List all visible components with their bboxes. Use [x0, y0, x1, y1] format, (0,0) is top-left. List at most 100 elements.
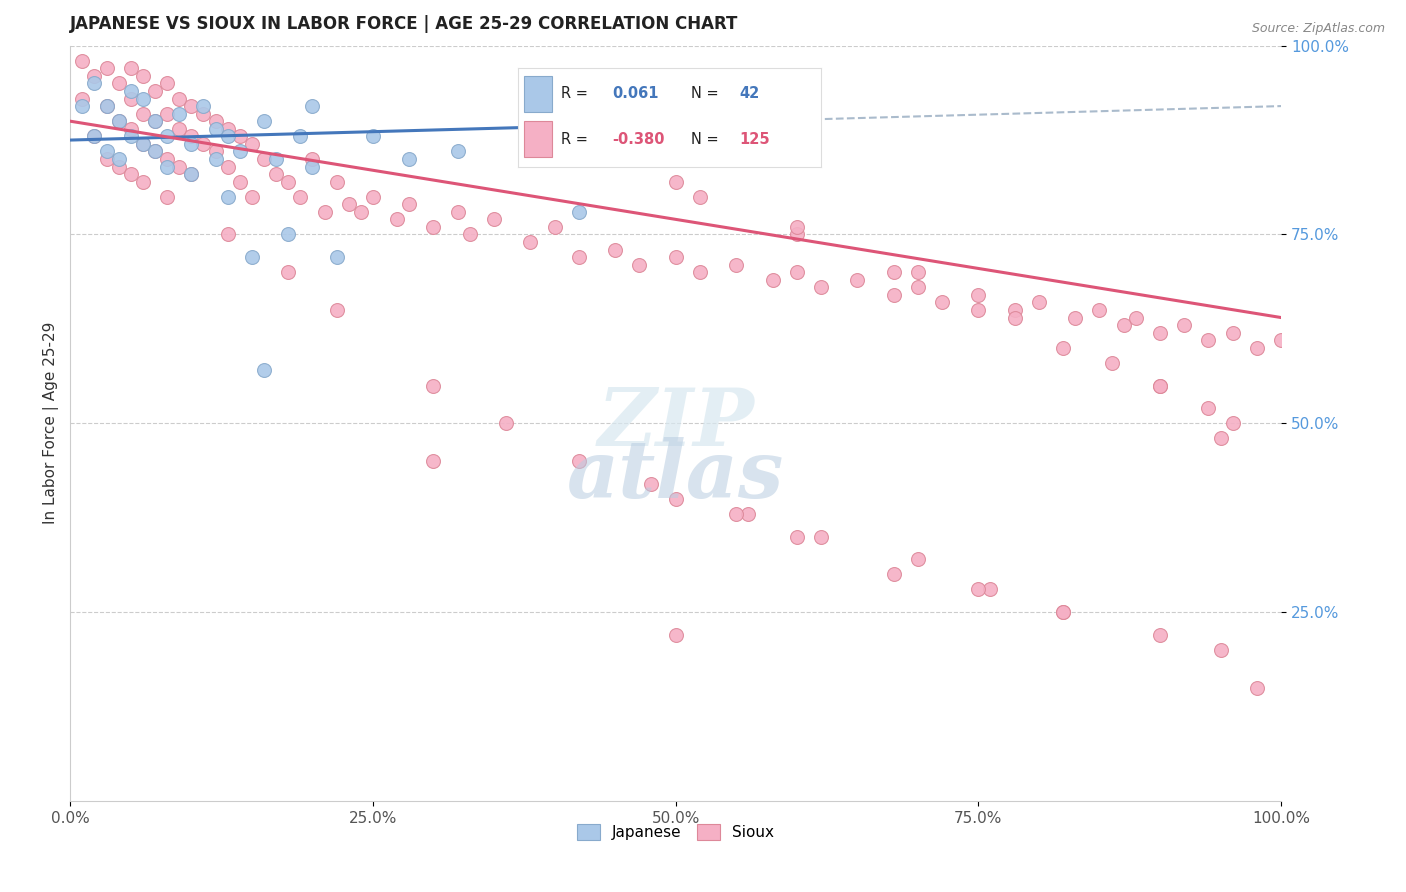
Point — [264, 167, 287, 181]
Point — [603, 152, 626, 166]
Point — [640, 129, 662, 144]
Point — [229, 145, 252, 159]
Point — [967, 303, 990, 318]
Point — [458, 227, 481, 242]
Point — [350, 204, 373, 219]
Point — [979, 582, 1001, 597]
Point — [72, 54, 94, 68]
Point — [1209, 431, 1232, 445]
Point — [217, 227, 239, 242]
Point — [1149, 378, 1171, 392]
Point — [1149, 326, 1171, 340]
Point — [180, 167, 202, 181]
Point — [229, 129, 252, 144]
Text: JAPANESE VS SIOUX IN LABOR FORCE | AGE 25-29 CORRELATION CHART: JAPANESE VS SIOUX IN LABOR FORCE | AGE 2… — [70, 15, 738, 33]
Point — [447, 204, 470, 219]
Point — [253, 363, 276, 377]
Point — [907, 552, 929, 566]
Point — [277, 227, 299, 242]
Point — [737, 507, 759, 521]
Point — [725, 507, 748, 521]
Point — [519, 235, 541, 249]
Point — [167, 91, 190, 105]
Point — [689, 265, 711, 279]
Point — [568, 454, 591, 468]
Point — [1112, 318, 1135, 332]
Point — [193, 106, 215, 120]
Point — [96, 145, 118, 159]
Point — [665, 491, 688, 506]
Text: atlas: atlas — [567, 437, 785, 515]
Point — [786, 219, 808, 234]
Point — [277, 175, 299, 189]
Point — [107, 77, 129, 91]
Point — [883, 288, 905, 302]
Point — [1222, 326, 1244, 340]
Point — [132, 69, 155, 83]
Point — [120, 121, 142, 136]
Point — [967, 582, 990, 597]
Point — [83, 129, 105, 144]
Point — [193, 99, 215, 113]
Point — [786, 530, 808, 544]
Point — [107, 152, 129, 166]
Y-axis label: In Labor Force | Age 25-29: In Labor Force | Age 25-29 — [44, 322, 59, 524]
Point — [290, 190, 312, 204]
Point — [1197, 333, 1219, 347]
Text: Source: ZipAtlas.com: Source: ZipAtlas.com — [1251, 22, 1385, 36]
Point — [325, 175, 347, 189]
Point — [217, 160, 239, 174]
Point — [96, 62, 118, 76]
Point — [1052, 605, 1074, 619]
Point — [907, 280, 929, 294]
Point — [543, 129, 565, 144]
Point — [325, 303, 347, 318]
Point — [264, 152, 287, 166]
Point — [907, 265, 929, 279]
Point — [1101, 356, 1123, 370]
Point — [543, 219, 565, 234]
Point — [132, 136, 155, 151]
Point — [96, 99, 118, 113]
Point — [931, 295, 953, 310]
Point — [193, 136, 215, 151]
Point — [240, 136, 263, 151]
Point — [603, 152, 626, 166]
Point — [72, 91, 94, 105]
Point — [725, 258, 748, 272]
Point — [1004, 310, 1026, 325]
Point — [786, 136, 808, 151]
Point — [301, 99, 323, 113]
Point — [810, 530, 832, 544]
Point — [204, 152, 226, 166]
Point — [120, 84, 142, 98]
Point — [180, 136, 202, 151]
Point — [1052, 605, 1074, 619]
Point — [1125, 310, 1147, 325]
Point — [143, 114, 166, 128]
Point — [689, 190, 711, 204]
Point — [72, 99, 94, 113]
Point — [1270, 333, 1292, 347]
Point — [422, 219, 444, 234]
Point — [1246, 341, 1268, 355]
Point — [568, 250, 591, 264]
Point — [204, 114, 226, 128]
Point — [143, 145, 166, 159]
Point — [1004, 303, 1026, 318]
Point — [132, 91, 155, 105]
Point — [325, 250, 347, 264]
Point — [167, 121, 190, 136]
Point — [1209, 643, 1232, 657]
Point — [204, 121, 226, 136]
Point — [217, 121, 239, 136]
Point — [253, 114, 276, 128]
Point — [277, 265, 299, 279]
Point — [83, 129, 105, 144]
Point — [143, 84, 166, 98]
Point — [665, 628, 688, 642]
Point — [786, 227, 808, 242]
Point — [1197, 401, 1219, 416]
Point — [628, 258, 651, 272]
Point — [422, 454, 444, 468]
